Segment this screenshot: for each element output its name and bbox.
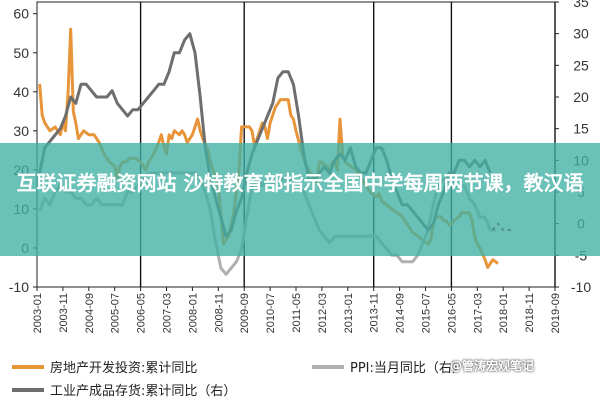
legend-label-0: 房地产开发投资:累计同比 [50, 360, 197, 376]
x-tick-4: 2006-05 [136, 293, 148, 333]
x-tick-20: 2019-09 [550, 293, 562, 333]
x-tick-0: 2003-01 [32, 293, 44, 333]
x-tick-13: 2013-11 [369, 293, 381, 333]
y-left-tick-7: 60 [13, 6, 29, 22]
x-tick-9: 2010-07 [265, 293, 277, 333]
x-tick-16: 2016-05 [446, 293, 458, 333]
x-tick-6: 2008-01 [187, 293, 199, 333]
y-right-tick-9: 35 [573, 0, 589, 10]
x-tick-2: 2004-09 [84, 293, 96, 333]
x-tick-3: 2005-07 [110, 293, 122, 333]
x-tick-11: 2012-03 [317, 293, 329, 333]
y-right-tick-5: 15 [573, 121, 589, 137]
watermark: @管涛宏观笔记 [450, 359, 535, 373]
x-tick-8: 2009-09 [239, 293, 251, 333]
x-tick-15: 2015-07 [421, 293, 433, 333]
y-right-tick-0: -10 [571, 279, 591, 295]
legend-label-3: 工业产成品存货:累计同比（右） [50, 383, 236, 399]
y-left-tick-6: 50 [13, 45, 29, 61]
x-tick-10: 2011-05 [291, 293, 303, 333]
legend-label-1: PPI:当月同比（右） [350, 361, 465, 376]
x-tick-5: 2007-03 [162, 293, 174, 333]
chart-legend: 房地产开发投资:累计同比 PPI:当月同比（右） 工业产成品存货:累计同比（右） [12, 360, 465, 399]
y-left-tick-0: -10 [9, 279, 29, 295]
y-right-tick-8: 30 [573, 26, 589, 42]
x-tick-19: 2018-11 [524, 293, 536, 333]
x-tick-17: 2017-03 [472, 293, 484, 333]
x-tick-14: 2014-09 [395, 293, 407, 333]
overlay-banner [0, 143, 600, 256]
y-right-tick-6: 20 [573, 89, 589, 105]
x-tick-1: 2003-11 [58, 293, 70, 333]
x-tick-7: 2008-11 [213, 293, 225, 333]
x-tick-18: 2018-01 [498, 293, 510, 333]
x-tick-12: 2013-01 [343, 293, 355, 333]
y-right-tick-7: 25 [573, 57, 589, 73]
y-left-tick-5: 40 [13, 84, 29, 100]
y-left-tick-4: 30 [13, 123, 29, 139]
overlay-title: 互联证券融资网站 沙特教育部指示全国中学每周两节课，教汉语 [16, 171, 584, 195]
